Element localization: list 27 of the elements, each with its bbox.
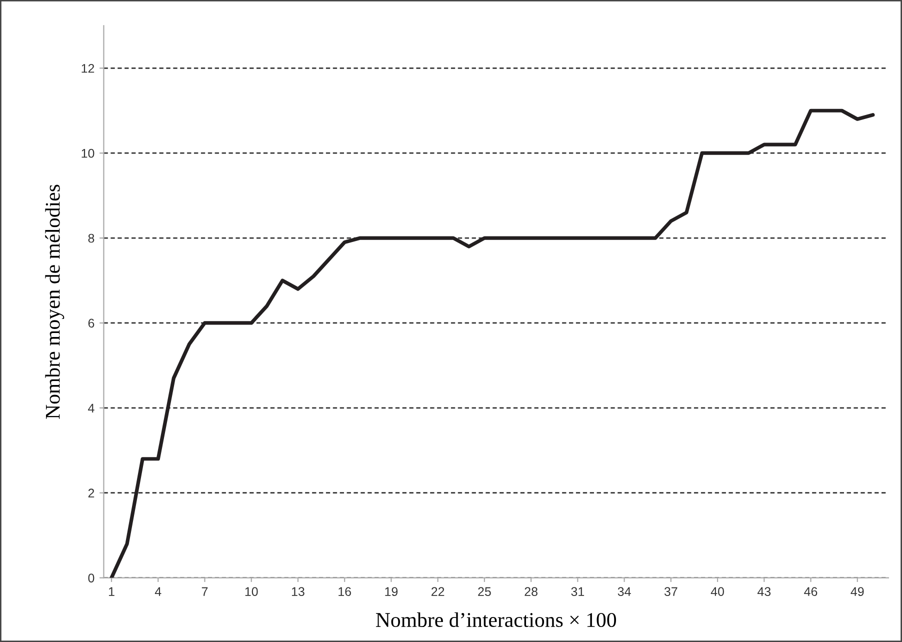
x-tick-label: 7 — [202, 587, 208, 596]
x-tick-label: 25 — [478, 587, 491, 596]
x-tick-label: 13 — [292, 587, 304, 596]
x-tick-label: 10 — [245, 587, 258, 596]
x-tick-label: 4 — [154, 587, 162, 596]
x-tick-label: 46 — [804, 587, 818, 596]
x-tick-label: 37 — [664, 587, 678, 596]
y-tick-label: 4 — [88, 404, 94, 412]
x-tick-label: 40 — [710, 587, 724, 596]
y-axis-title: Nombre moyen de mélodies — [45, 184, 64, 419]
y-tick-label: 2 — [88, 488, 94, 498]
x-tick-label: 49 — [850, 587, 864, 596]
x-tick-label: 28 — [524, 587, 538, 596]
x-tick-label: 34 — [618, 587, 631, 596]
x-tick-label: 16 — [338, 587, 351, 596]
x-tick-label: 19 — [385, 587, 398, 596]
x-tick-label: 43 — [757, 587, 771, 596]
y-tick-label: 10 — [82, 148, 94, 158]
y-tick-label: 12 — [82, 64, 94, 73]
x-tick-label: 22 — [432, 587, 444, 596]
y-tick-label: 0 — [88, 574, 94, 582]
x-axis-title: Nombre d’interactions × 100 — [376, 612, 616, 628]
line-series — [110, 108, 875, 578]
x-tick-label: 1 — [108, 587, 114, 596]
y-tick-label: 6 — [88, 318, 94, 328]
y-tick-label: 8 — [88, 234, 94, 243]
x-tick-label: 31 — [571, 587, 584, 596]
